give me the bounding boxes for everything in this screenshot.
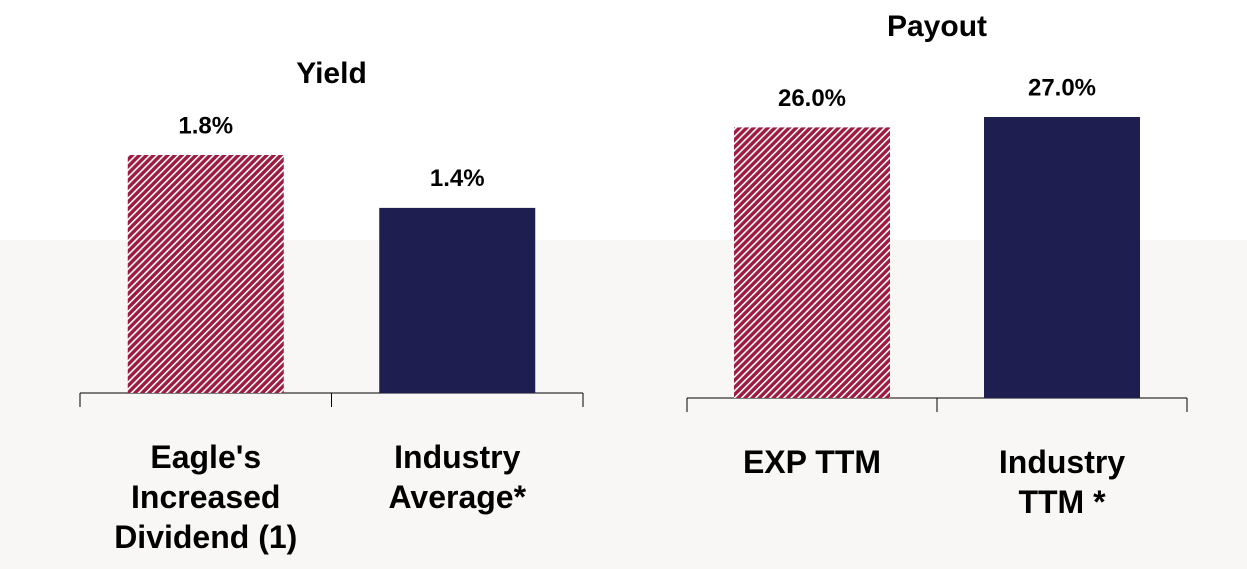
category-label: Industry TTM * (998, 444, 1126, 520)
bar (984, 117, 1140, 398)
value-label: 27.0% (1028, 74, 1096, 101)
category-label: EXP TTM (742, 444, 882, 480)
chart-title: Payout (887, 10, 987, 43)
category-label: Industry Average* (388, 439, 527, 515)
value-label: 1.4% (430, 165, 485, 192)
bar (379, 207, 536, 393)
value-label: 26.0% (778, 85, 846, 112)
value-label: 1.8% (178, 112, 233, 139)
chart-title: Yield (296, 57, 367, 90)
category-label: Eagle's Increased Dividend (1) (114, 439, 298, 555)
bar (127, 155, 284, 393)
bar (734, 127, 890, 398)
